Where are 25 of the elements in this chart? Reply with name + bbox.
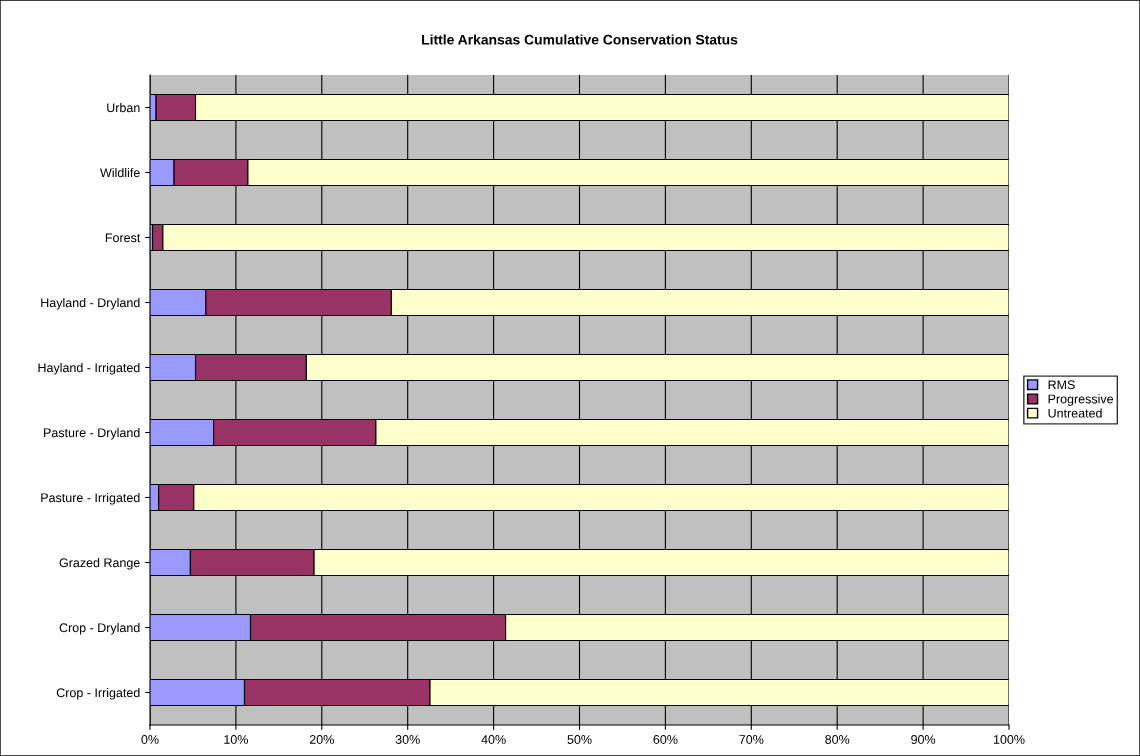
x-tick-label: 40% [481,735,506,744]
x-tick-label: 60% [653,735,678,744]
x-tick-label: 80% [825,735,850,744]
y-tick-label: Grazed Range [59,557,140,570]
y-tick-label: Urban [107,102,140,113]
x-tick-label: 10% [224,735,248,744]
x-tick-label: 70% [739,735,764,744]
x-tick-label: 50% [567,735,592,744]
x-tick-label: 20% [309,735,334,744]
y-tick-label: Hayland - Dryland [41,297,140,310]
y-tick-label: Crop - Irrigated [56,687,140,700]
y-tick-label: Pasture - Dryland [44,427,140,440]
legend-label: RMS [1048,380,1075,390]
y-tick-label: Crop - Dryland [59,622,140,635]
x-tick-label: 30% [395,735,420,744]
y-tick-label: Wildlife [100,167,140,178]
legend-label: Progressive [1048,394,1114,406]
chart-title: Little Arkansas Cumulative Conservation Status [422,34,738,45]
y-tick-label: Forest [105,233,141,243]
x-tick-label: 90% [911,735,936,744]
y-tick-label: Hayland - Irrigated [38,362,140,375]
y-tick-label: Pasture - Irrigated [41,492,140,505]
legend-label: Untreated [1048,408,1102,418]
x-tick-label: 100% [993,735,1025,744]
x-tick-label: 0% [141,735,159,744]
